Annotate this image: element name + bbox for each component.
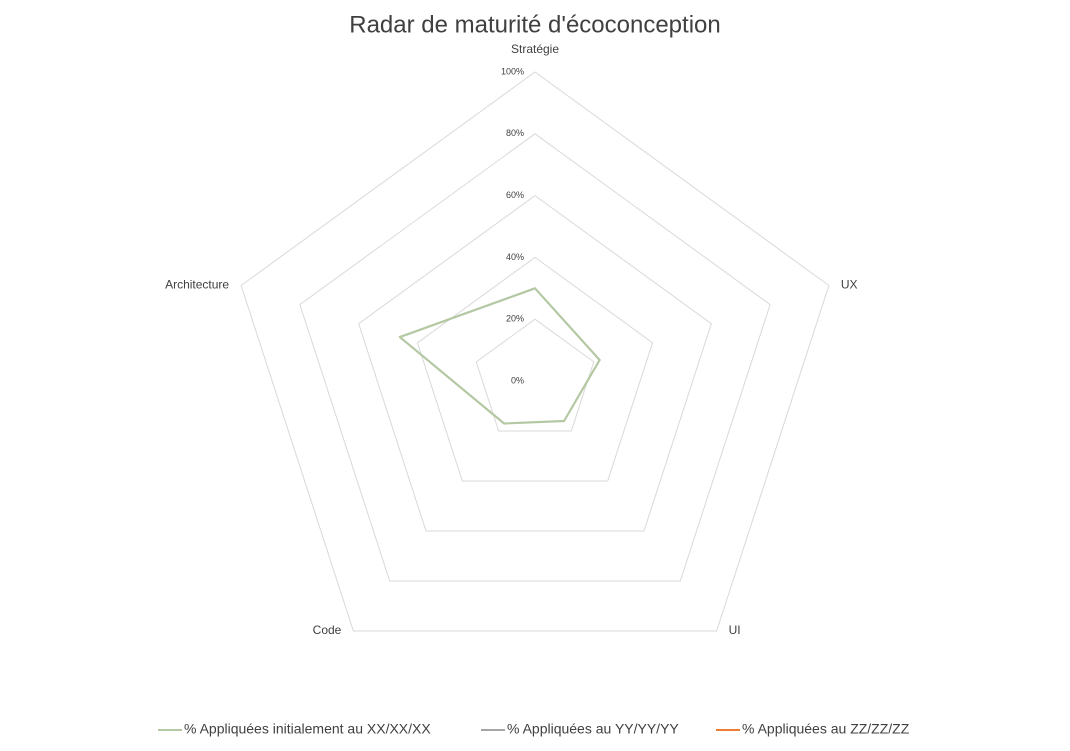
legend-label: % Appliquées au ZZ/ZZ/ZZ <box>742 721 910 737</box>
grid-ring <box>299 133 771 582</box>
legend-label: % Appliquées initialement au XX/XX/XX <box>184 721 431 737</box>
grid-ring <box>475 318 595 432</box>
category-label: UI <box>729 623 741 637</box>
category-label: Architecture <box>165 278 229 292</box>
r-tick-label: 40% <box>506 252 524 262</box>
r-tick-label: 0% <box>511 375 524 385</box>
grid-ring <box>358 194 712 532</box>
grid-ring <box>416 256 654 482</box>
category-label: Stratégie <box>511 42 559 56</box>
legend-label: % Appliquées au YY/YY/YY <box>507 721 679 737</box>
grid-ring <box>240 71 830 632</box>
category-label: Code <box>313 623 342 637</box>
r-tick-label: 80% <box>506 128 524 138</box>
chart-title: Radar de maturité d'écoconception <box>349 11 720 38</box>
category-label: UX <box>841 278 858 292</box>
series-line <box>398 287 601 425</box>
r-tick-label: 100% <box>501 66 524 76</box>
r-tick-label: 60% <box>506 190 524 200</box>
r-tick-label: 20% <box>506 314 524 324</box>
